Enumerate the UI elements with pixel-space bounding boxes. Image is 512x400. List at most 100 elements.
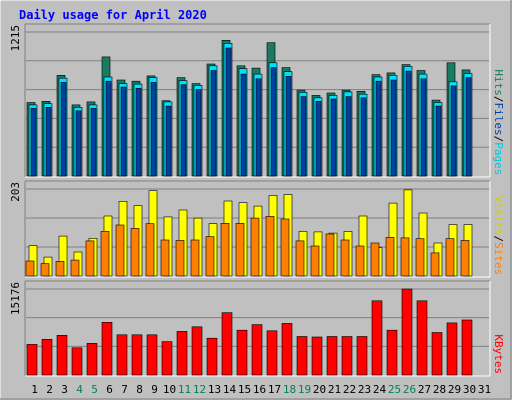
bar-pages-day-27 (420, 78, 427, 177)
x-tick-label-day-12: 12 (193, 383, 206, 396)
x-tick-label-day-10: 10 (163, 383, 176, 396)
panel-visits: 203 Visits/Sites (9, 180, 505, 278)
bar-sites-day-1 (25, 260, 35, 277)
x-tick-label-day-3: 3 (61, 383, 68, 396)
x-tick-label-day-14: 14 (223, 383, 237, 396)
bar-pages-day-11 (180, 84, 187, 177)
legend-item-visits: Visits (492, 196, 505, 236)
legend-kbytes: KBytes (492, 334, 505, 374)
bar-pages-day-7 (120, 86, 127, 177)
x-tick-label-day-6: 6 (106, 383, 113, 396)
panel-kbytes: 15176 KBytes (9, 280, 505, 377)
bar-pages-day-2 (45, 107, 52, 177)
x-tick-label-day-20: 20 (313, 383, 326, 396)
bar-sites-day-3 (55, 261, 65, 277)
bar-sites-day-16 (250, 217, 260, 277)
bar-pages-day-21 (330, 98, 337, 177)
x-tick-label-day-13: 13 (208, 383, 221, 396)
bar-kbytes-day-20 (311, 336, 323, 376)
bar-kbytes-day-25 (386, 329, 398, 376)
x-tick-label-day-26: 26 (403, 383, 416, 396)
bar-sites-day-10 (160, 239, 170, 277)
x-tick-label-day-4: 4 (76, 383, 83, 396)
bar-sites-day-21 (325, 233, 335, 277)
bar-pages-day-10 (165, 105, 172, 177)
bar-kbytes-day-27 (416, 300, 428, 376)
bar-sites-day-15 (235, 223, 245, 277)
bar-sites-day-20 (310, 245, 320, 277)
bar-kbytes-day-23 (356, 336, 368, 376)
x-tick-label-day-19: 19 (298, 383, 311, 396)
bar-kbytes-day-18 (281, 323, 293, 376)
bar-kbytes-day-22 (341, 336, 353, 376)
bar-pages-day-13 (210, 70, 217, 177)
legend-visits: Visits/Sites (492, 196, 505, 275)
bar-kbytes-day-11 (176, 331, 188, 376)
bar-pages-day-30 (465, 77, 472, 177)
bar-pages-day-18 (285, 76, 292, 177)
bar-sites-day-9 (145, 223, 155, 277)
bar-sites-day-5 (85, 240, 95, 277)
bar-pages-day-23 (360, 97, 367, 177)
bar-sites-day-12 (190, 239, 200, 277)
bar-sites-day-2 (40, 263, 50, 277)
bar-kbytes-day-16 (251, 324, 263, 376)
bar-sites-day-25 (385, 237, 395, 277)
bar-kbytes-day-30 (461, 319, 473, 376)
bar-kbytes-day-15 (236, 329, 248, 376)
bar-kbytes-day-29 (446, 322, 458, 376)
bar-kbytes-day-10 (161, 341, 173, 376)
bar-pages-day-12 (195, 89, 202, 177)
bar-sites-day-14 (220, 223, 230, 277)
x-tick-label-day-22: 22 (343, 383, 356, 396)
bar-pages-day-3 (60, 82, 67, 177)
x-tick-label-day-25: 25 (388, 383, 401, 396)
bar-kbytes-day-12 (191, 326, 203, 376)
bar-sites-day-8 (130, 228, 140, 277)
x-tick-label-day-9: 9 (151, 383, 158, 396)
bar-pages-day-24 (375, 80, 382, 177)
bar-kbytes-day-21 (326, 336, 338, 376)
bar-sites-day-22 (340, 239, 350, 277)
legend-hits: Hits/Files/Pages (492, 69, 505, 175)
bar-kbytes-day-14 (221, 312, 233, 376)
legend-item-pages: Pages (492, 142, 505, 175)
bar-pages-day-4 (75, 110, 82, 177)
x-tick-label-day-18: 18 (283, 383, 296, 396)
x-tick-label-day-31: 31 (478, 383, 491, 396)
bar-kbytes-day-1 (26, 344, 38, 376)
bar-kbytes-day-28 (431, 332, 443, 376)
bar-pages-day-9 (150, 82, 157, 177)
bar-kbytes-day-13 (206, 337, 218, 376)
bar-sites-day-30 (460, 240, 470, 277)
bar-kbytes-day-26 (401, 288, 413, 376)
bar-sites-day-11 (175, 240, 185, 277)
bar-kbytes-day-9 (146, 334, 158, 376)
x-tick-label-day-8: 8 (136, 383, 143, 396)
bar-pages-day-8 (135, 88, 142, 177)
bar-sites-day-19 (295, 240, 305, 277)
bar-pages-day-28 (435, 105, 442, 177)
x-tick-label-day-1: 1 (31, 383, 38, 396)
bar-pages-day-26 (405, 70, 412, 177)
bar-kbytes-day-5 (86, 342, 98, 376)
x-tick-label-day-2: 2 (46, 383, 53, 396)
bar-sites-day-27 (415, 238, 425, 277)
x-tick-label-day-21: 21 (328, 383, 341, 396)
legend-item-kbytes: KBytes (492, 334, 505, 374)
bar-pages-day-5 (90, 108, 97, 177)
x-tick-label-day-27: 27 (418, 383, 431, 396)
bar-pages-day-22 (345, 96, 352, 177)
x-tick-label-day-7: 7 (121, 383, 128, 396)
bar-kbytes-day-4 (71, 347, 83, 376)
max-value-label-hits: 1215 (9, 25, 22, 52)
legend-item-files: Files (492, 103, 505, 136)
bar-sites-day-6 (100, 231, 110, 277)
bar-sites-day-26 (400, 237, 410, 277)
legend-item-hits: Hits (492, 69, 505, 96)
x-tick-label-day-28: 28 (433, 383, 446, 396)
bar-pages-day-19 (300, 96, 307, 177)
bar-sites-day-4 (70, 259, 80, 277)
max-value-label-visits: 203 (9, 182, 22, 202)
bar-pages-day-25 (390, 79, 397, 177)
